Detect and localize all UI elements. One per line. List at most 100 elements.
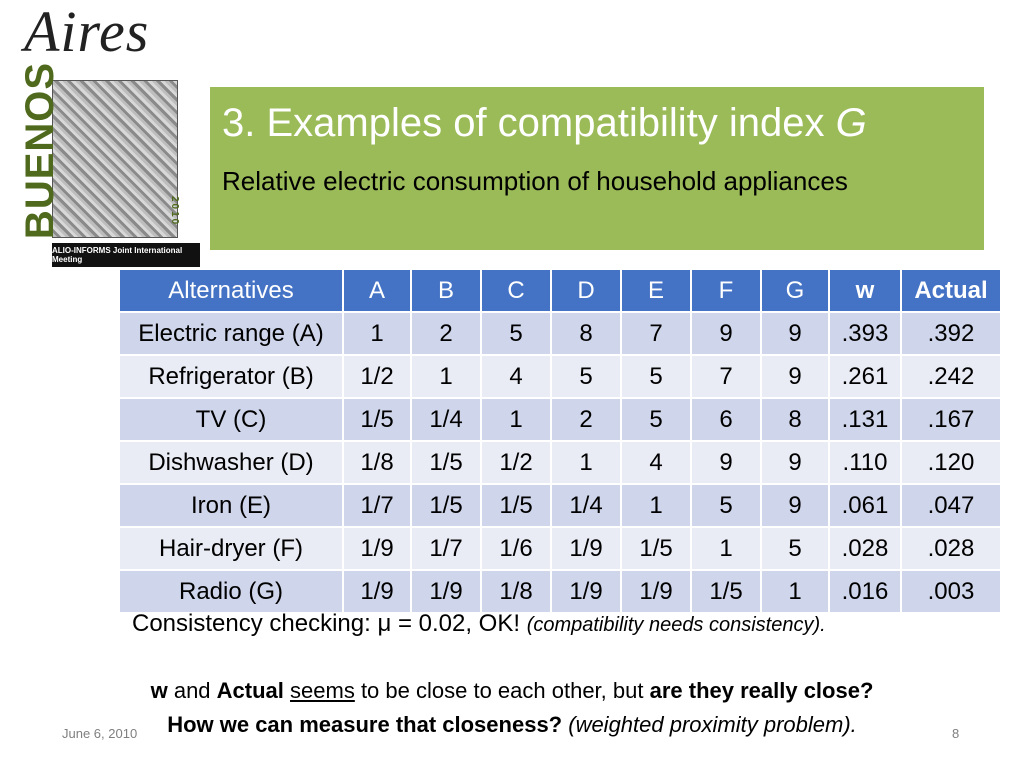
table-cell: 1/5: [412, 485, 482, 528]
table-cell: 1/9: [412, 571, 482, 614]
page-number: 8: [952, 726, 960, 741]
table-cell: 1: [692, 528, 762, 571]
consistency-line: Consistency checking: μ = 0.02, OK! (com…: [132, 610, 826, 638]
table-cell: 1/8: [344, 442, 412, 485]
table-cell: 8: [552, 313, 622, 356]
table-cell: 9: [762, 442, 830, 485]
table-cell: .028: [902, 528, 1002, 571]
title-box: 3. Examples of compatibility index G Rel…: [210, 87, 984, 250]
table-cell: 9: [762, 313, 830, 356]
header-cell: G: [762, 270, 830, 313]
table-cell: .120: [902, 442, 1002, 485]
question-line-2: How we can measure that closeness? (weig…: [0, 712, 1024, 738]
row-label-cell: Iron (E): [120, 485, 344, 528]
seems-word: seems: [290, 678, 355, 703]
table-row: Dishwasher (D) 1/8 1/5 1/2 1 4 9 9.110.120: [120, 442, 1002, 485]
table-cell: 9: [692, 313, 762, 356]
header-cell: F: [692, 270, 762, 313]
table-cell: .167: [902, 399, 1002, 442]
logo-year: 2010: [169, 196, 180, 227]
footer-date: June 6, 2010: [62, 726, 138, 741]
table-cell: 7: [622, 313, 692, 356]
table-row: Hair-dryer (F) 1/9 1/7 1/6 1/9 1/5 1 5.028.028: [120, 528, 1002, 571]
table-cell: 1/8: [482, 571, 552, 614]
row-label-cell: Refrigerator (B): [120, 356, 344, 399]
logo-year-bar: [178, 182, 200, 236]
table-cell: 1/5: [622, 528, 692, 571]
table-cell: .047: [902, 485, 1002, 528]
table-cell: 9: [692, 442, 762, 485]
table-cell: 1: [762, 571, 830, 614]
table-row: Radio (G) 1/9 1/9 1/8 1/9 1/9 1/5 1.016.003: [120, 571, 1002, 614]
table-cell: .110: [830, 442, 902, 485]
table-cell: 5: [622, 356, 692, 399]
header-cell: C: [482, 270, 552, 313]
conference-logo: Aires BUENOS 2010 ALIO-INFORMS Joint Int…: [0, 0, 205, 270]
question-line-1: w and Actual seems to be close to each o…: [0, 678, 1024, 704]
row-label-cell: Dishwasher (D): [120, 442, 344, 485]
logo-aires-text: Aires: [24, 0, 150, 64]
table-cell: 1/5: [692, 571, 762, 614]
consistency-note: (compatibility needs consistency).: [526, 614, 826, 636]
slide-title: 3. Examples of compatibility index G: [222, 101, 867, 146]
logo-buenos-text: BUENOS: [18, 61, 63, 240]
slide-subtitle: Relative electric consumption of househo…: [222, 166, 848, 196]
table-row: Refrigerator (B) 1/2 1 4 5 5 7 9.261.242: [120, 356, 1002, 399]
table-cell: .392: [902, 313, 1002, 356]
header-cell: D: [552, 270, 622, 313]
table-cell: 5: [482, 313, 552, 356]
table-cell: .028: [830, 528, 902, 571]
closeness-question: How we can measure that closeness?: [167, 712, 563, 737]
header-cell: A: [344, 270, 412, 313]
table-cell: 8: [762, 399, 830, 442]
table-cell: 1/9: [344, 571, 412, 614]
table-cell: .061: [830, 485, 902, 528]
table-cell: 5: [552, 356, 622, 399]
table-cell: .003: [902, 571, 1002, 614]
proximity-note: (weighted proximity problem).: [562, 712, 857, 737]
table-cell: 1: [622, 485, 692, 528]
table-cell: 5: [622, 399, 692, 442]
table-cell: 1/5: [344, 399, 412, 442]
table-cell: 9: [762, 485, 830, 528]
table-cell: 1: [552, 442, 622, 485]
table-cell: 1/9: [622, 571, 692, 614]
table-cell: 1/2: [482, 442, 552, 485]
question-bold: are they really close?: [649, 678, 874, 703]
row-label-cell: Radio (G): [120, 571, 344, 614]
consistency-text: Consistency checking: μ = 0.02, OK!: [132, 610, 527, 637]
tango-photo: [52, 80, 178, 238]
title-text: 3. Examples of compatibility index: [222, 101, 836, 145]
comparison-table: Alternatives A B C D E F G w Actual Elec…: [120, 270, 1002, 614]
title-symbol: G: [835, 101, 867, 145]
header-cell: w: [830, 270, 902, 313]
table-cell: 1/4: [412, 399, 482, 442]
table-cell: 1: [412, 356, 482, 399]
row-label-cell: Hair-dryer (F): [120, 528, 344, 571]
table-cell: .393: [830, 313, 902, 356]
table-cell: 1/7: [344, 485, 412, 528]
table-row: Iron (E) 1/7 1/5 1/5 1/4 1 5 9.061.047: [120, 485, 1002, 528]
table-cell: 2: [552, 399, 622, 442]
table-cell: 1/7: [412, 528, 482, 571]
header-cell: Actual: [902, 270, 1002, 313]
table-cell: .261: [830, 356, 902, 399]
table-cell: 9: [762, 356, 830, 399]
table-cell: 1: [482, 399, 552, 442]
table-cell: 1/4: [552, 485, 622, 528]
table-cell: 1: [344, 313, 412, 356]
table-cell: 1/5: [482, 485, 552, 528]
table-cell: 1/5: [412, 442, 482, 485]
table-cell: .242: [902, 356, 1002, 399]
row-label-cell: Electric range (A): [120, 313, 344, 356]
actual-word: Actual: [216, 678, 284, 703]
logo-banner: ALIO-INFORMS Joint International Meeting: [52, 243, 200, 267]
table-cell: .131: [830, 399, 902, 442]
table-header-row: Alternatives A B C D E F G w Actual: [120, 270, 1002, 313]
table-cell: 5: [692, 485, 762, 528]
table-cell: .016: [830, 571, 902, 614]
header-cell: Alternatives: [120, 270, 344, 313]
table-cell: 1/6: [482, 528, 552, 571]
table-cell: 4: [622, 442, 692, 485]
table-row: Electric range (A) 1 2 5 8 7 9 9.393.392: [120, 313, 1002, 356]
